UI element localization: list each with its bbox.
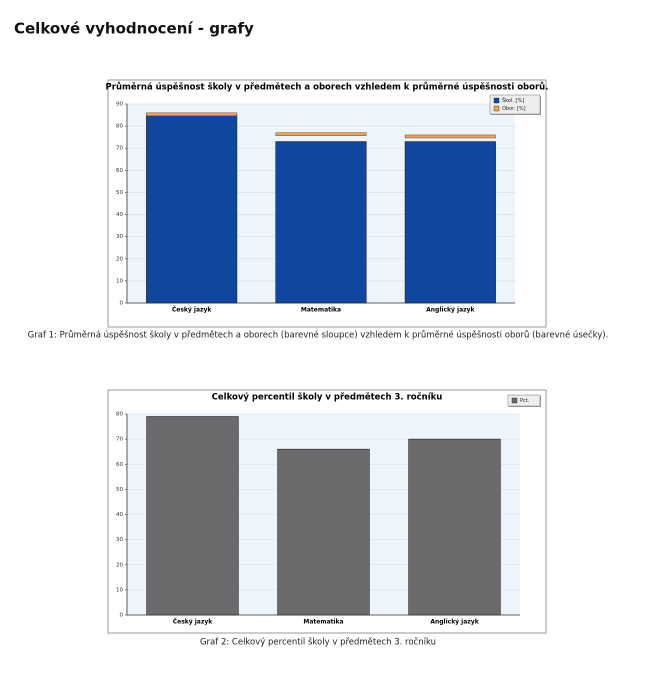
legend-box: [489, 94, 541, 115]
bar-marker: [275, 132, 367, 136]
x-tick-label: Anglický jazyk: [430, 619, 479, 626]
y-tick-label: 10: [116, 587, 123, 593]
y-tick-label: 60: [116, 462, 123, 468]
y-tick-label: 70: [116, 437, 123, 443]
x-tick-label: Český jazyk: [173, 619, 214, 626]
x-tick-label: Anglický jazyk: [426, 307, 475, 314]
bar: [275, 141, 367, 304]
y-tick-label: 50: [116, 190, 123, 196]
legend-swatch: [493, 97, 500, 104]
bar: [404, 141, 496, 304]
chart-caption: Graf 2: Celkový percentil školy v předmě…: [200, 637, 436, 648]
x-tick-label: Matematika: [301, 307, 341, 314]
y-tick-label: 0: [120, 301, 124, 307]
y-tick-label: 60: [116, 168, 123, 174]
x-tick-label: Matematika: [303, 619, 343, 626]
y-tick-label: 90: [116, 102, 123, 108]
y-tick-label: 70: [116, 146, 123, 152]
bar: [408, 438, 501, 616]
chart-title: Celkový percentil školy v předmětech 3. …: [212, 392, 443, 403]
legend-label: Pct.: [520, 398, 530, 404]
y-tick-label: 80: [116, 412, 123, 418]
bar: [146, 416, 239, 616]
x-tick-label: Český jazyk: [172, 307, 213, 314]
y-tick-label: 20: [116, 562, 123, 568]
y-tick-label: 40: [116, 212, 123, 218]
legend-swatch: [493, 105, 500, 112]
bar: [146, 114, 238, 304]
y-tick-label: 10: [116, 278, 123, 284]
bar: [277, 448, 370, 616]
chart-caption: Graf 1: Průměrná úspěšnost školy v předm…: [28, 330, 609, 341]
y-tick-label: 50: [116, 487, 123, 493]
legend-swatch: [511, 397, 518, 404]
chart-title: Průměrná úspěšnost školy v předmětech a …: [106, 82, 549, 93]
legend-box: [507, 394, 541, 407]
y-tick-label: 30: [116, 537, 123, 543]
page-heading: Celkové vyhodnocení - grafy: [14, 20, 254, 38]
y-tick-label: 40: [116, 512, 123, 518]
legend-label: Škol. [%]: [502, 97, 524, 104]
y-tick-label: 0: [120, 613, 124, 619]
y-tick-label: 30: [116, 234, 123, 240]
y-tick-label: 80: [116, 124, 123, 130]
bar-marker: [404, 134, 496, 139]
y-tick-label: 20: [116, 256, 123, 262]
bar-marker: [146, 112, 238, 117]
legend-label: Obor. [%]: [502, 106, 526, 112]
